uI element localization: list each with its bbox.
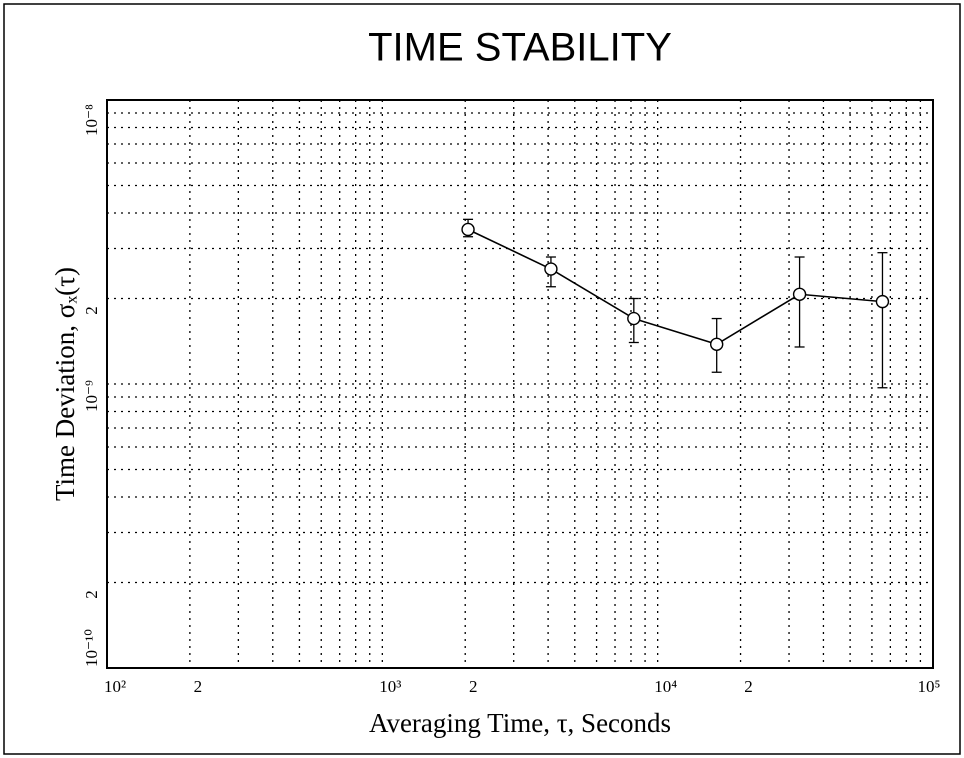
plot-area [106,99,934,669]
x-tick-label: 2 [469,677,478,696]
x-tick-label: 10³ [379,677,401,696]
chart-title: TIME STABILITY [368,26,672,70]
y-axis-label: Time Deviation, σₓ(τ) [50,267,80,501]
x-tick-label: 2 [744,677,753,696]
data-point [875,294,890,309]
x-tick-label: 10² [104,677,126,696]
data-point [710,337,724,351]
data-point [544,262,558,276]
x-axis-label: Averaging Time, τ, Seconds [369,708,671,738]
y-tick-label: 10⁻⁸ [82,104,101,136]
frame [3,3,961,755]
series-line [467,228,883,346]
y-tick-label: 2 [82,306,101,315]
x-tick-label: 2 [194,677,203,696]
data-point [627,311,641,326]
y-tick-label: 10⁻⁹ [82,380,101,412]
x-tick-label: 10⁴ [654,677,677,696]
y-tick-label: 2 [82,590,101,599]
y-tick-label: 10⁻¹⁰ [82,629,101,667]
data-point [792,287,807,301]
x-tick-label: 10⁵ [918,677,941,696]
data-point [461,222,475,237]
